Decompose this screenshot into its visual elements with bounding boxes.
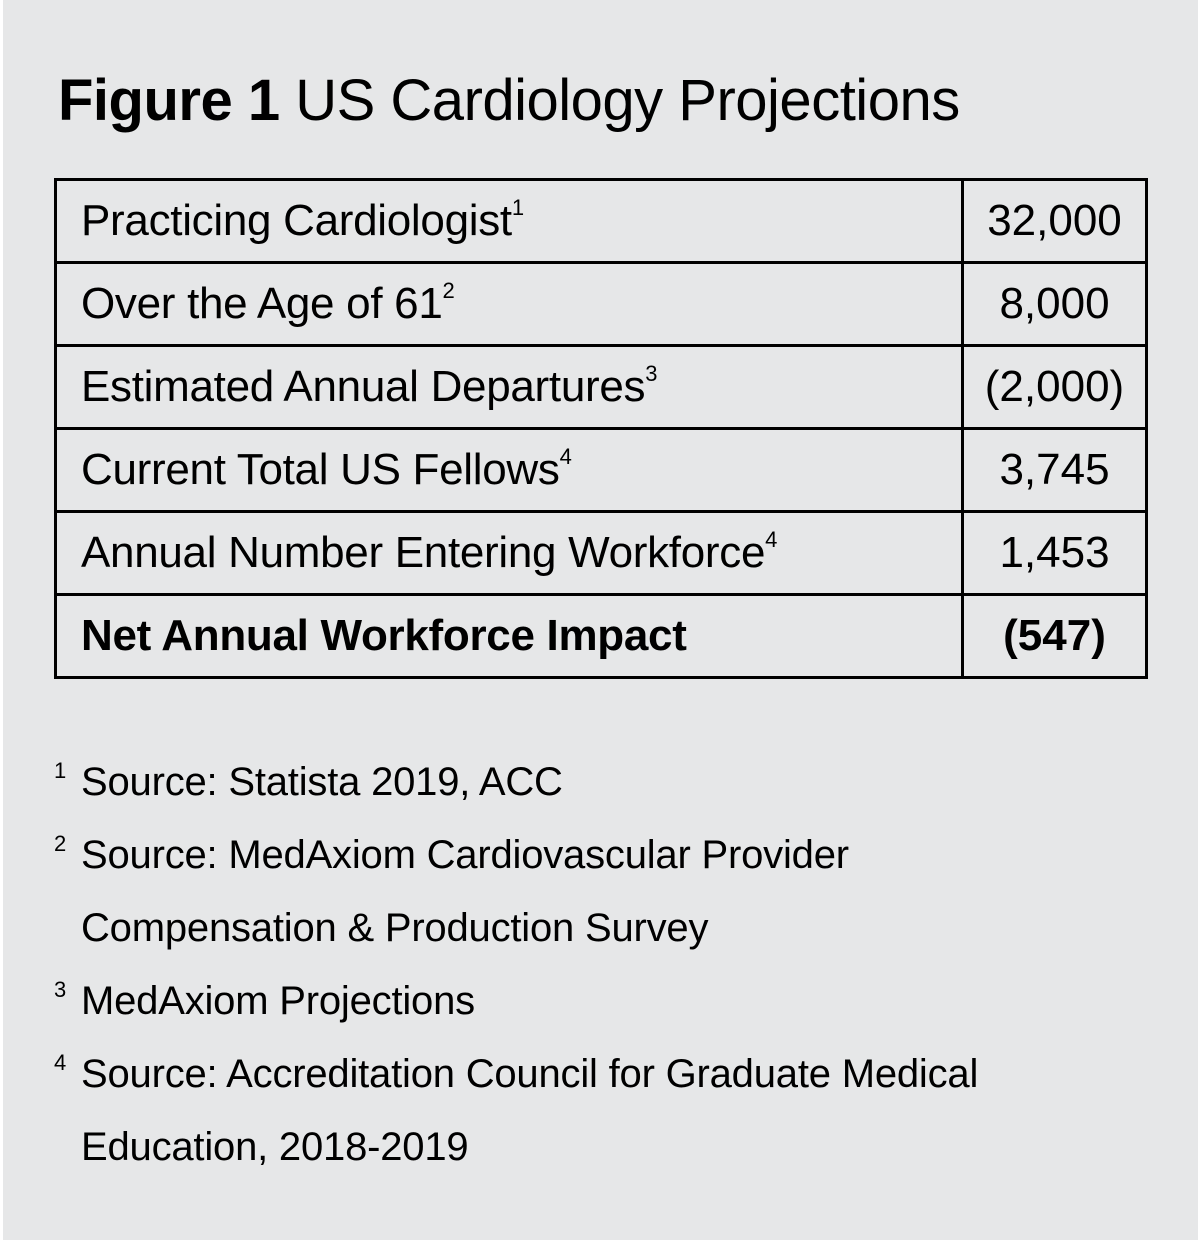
row-label-text: Estimated Annual Departures: [81, 362, 646, 411]
row-label-text: Practicing Cardiologist: [81, 196, 512, 245]
row-label: Annual Number Entering Workforce4: [54, 510, 964, 596]
footnote-line: Source: Statista 2019, ACC: [81, 760, 563, 804]
row-label-text: Net Annual Workforce Impact: [81, 611, 687, 660]
footnote-mark: 4: [54, 1050, 67, 1075]
footnote-ref: 3: [645, 361, 658, 386]
footnote-ref: 2: [442, 278, 455, 303]
table-row: Annual Number Entering Workforce4 1,453: [54, 510, 1148, 596]
figure-title-text: US Cardiology Projections: [295, 68, 960, 133]
row-label: Estimated Annual Departures3: [54, 344, 964, 430]
footnote-line: Source: MedAxiom Cardiovascular Provider: [81, 833, 849, 877]
table-row: Estimated Annual Departures3 (2,000): [54, 344, 1148, 430]
footnote: 4 Source: Accreditation Council for Grad…: [54, 1038, 1174, 1184]
table-row: Practicing Cardiologist1 32,000: [54, 178, 1148, 264]
row-label: Practicing Cardiologist1: [54, 178, 964, 264]
footnote-mark: 3: [54, 977, 67, 1002]
table-row-total: Net Annual Workforce Impact (547): [54, 593, 1148, 679]
footnote-line: Source: Accreditation Council for Gradua…: [81, 1052, 979, 1096]
row-label-text: Annual Number Entering Workforce: [81, 528, 766, 577]
figure-panel: Figure 1 US Cardiology Projections Pract…: [3, 0, 1198, 1240]
row-value: 3,745: [961, 427, 1148, 513]
row-value: 8,000: [961, 261, 1148, 347]
row-value: (547): [961, 593, 1148, 679]
footnote-ref: 4: [765, 527, 778, 552]
projections-table: Practicing Cardiologist1 32,000 Over the…: [54, 178, 1148, 679]
footnote-mark: 2: [54, 831, 67, 856]
row-value: 1,453: [961, 510, 1148, 596]
row-value: (2,000): [961, 344, 1148, 430]
row-label-text: Over the Age of 61: [81, 279, 443, 328]
footnote: 2 Source: MedAxiom Cardiovascular Provid…: [54, 819, 1174, 965]
row-label: Current Total US Fellows4: [54, 427, 964, 513]
table-row: Over the Age of 612 8,000: [54, 261, 1148, 347]
figure-label: Figure 1: [58, 68, 280, 133]
footnote-line: Education, 2018-2019: [81, 1125, 469, 1169]
row-label-text: Current Total US Fellows: [81, 445, 560, 494]
footnote-line: Compensation & Production Survey: [81, 906, 709, 950]
footnote: 3 MedAxiom Projections: [54, 965, 1174, 1038]
footnotes: 1 Source: Statista 2019, ACC 2 Source: M…: [54, 746, 1174, 1184]
footnote-line: MedAxiom Projections: [81, 979, 475, 1023]
row-label: Over the Age of 612: [54, 261, 964, 347]
row-label: Net Annual Workforce Impact: [54, 593, 964, 679]
table-row: Current Total US Fellows4 3,745: [54, 427, 1148, 513]
footnote-ref: 4: [559, 444, 572, 469]
footnote-mark: 1: [54, 758, 67, 783]
row-value: 32,000: [961, 178, 1148, 264]
figure-title: Figure 1 US Cardiology Projections: [58, 72, 960, 130]
footnote: 1 Source: Statista 2019, ACC: [54, 746, 1174, 819]
footnote-ref: 1: [511, 195, 524, 220]
